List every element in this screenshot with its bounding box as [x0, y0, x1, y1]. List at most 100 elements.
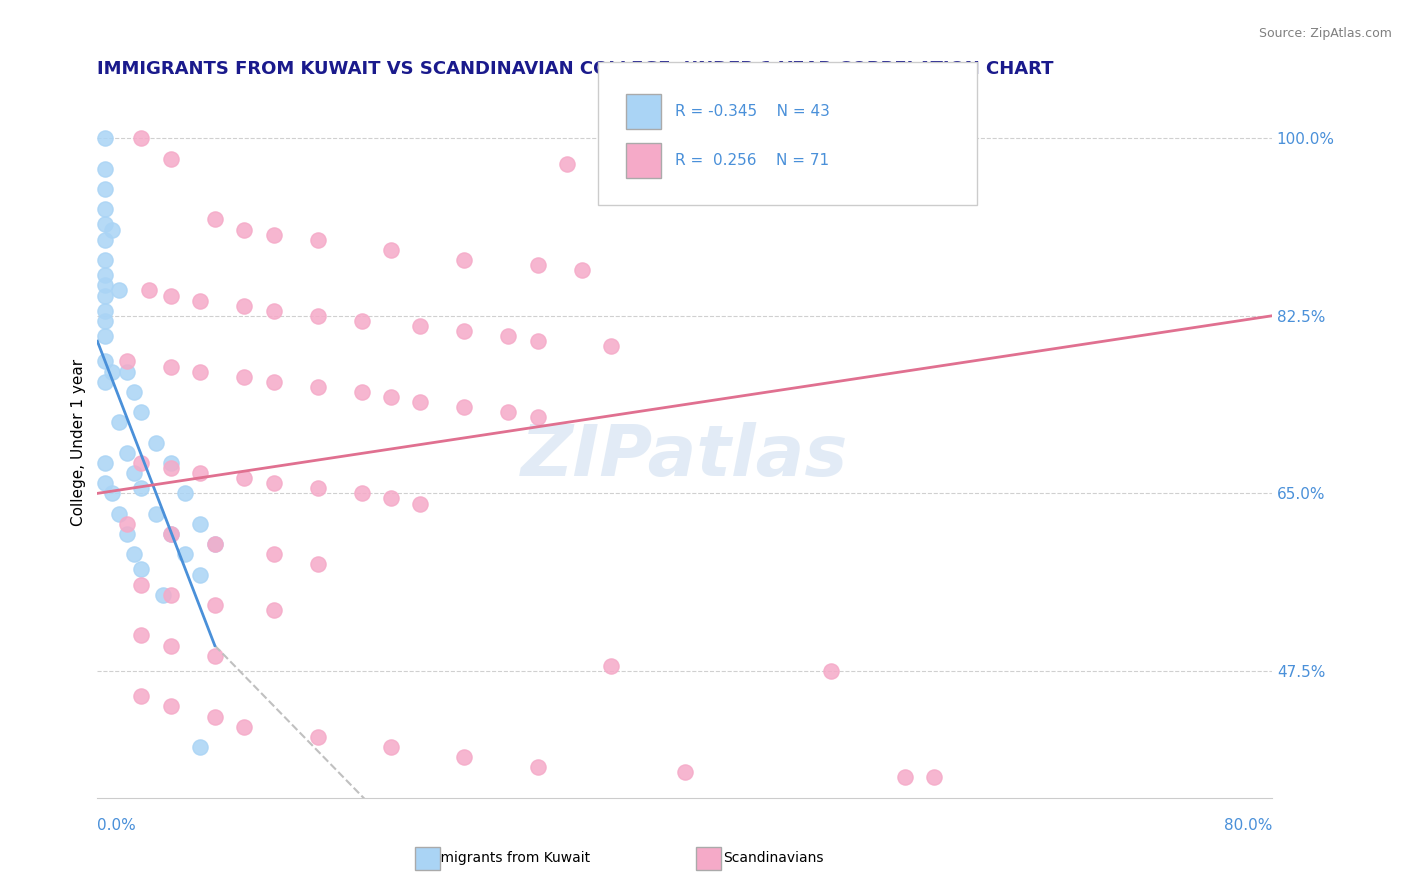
Point: [131, 456, 153, 470]
Point: [204, 537, 226, 551]
Point: [380, 739, 402, 754]
Point: [263, 375, 285, 389]
Point: [453, 750, 475, 764]
Point: [204, 709, 226, 723]
Point: [409, 318, 432, 333]
Point: [93, 476, 115, 491]
Point: [138, 284, 160, 298]
Point: [93, 354, 115, 368]
Point: [122, 547, 145, 561]
Text: 80.0%: 80.0%: [1223, 818, 1272, 833]
Point: [263, 227, 285, 242]
Point: [131, 481, 153, 495]
Point: [498, 405, 520, 419]
Point: [131, 562, 153, 576]
Point: [115, 527, 138, 541]
Point: [204, 648, 226, 663]
Point: [93, 288, 115, 302]
Point: [600, 658, 623, 673]
Point: [159, 152, 181, 166]
Point: [188, 567, 211, 582]
Point: [131, 690, 153, 704]
Point: [307, 481, 329, 495]
Point: [93, 233, 115, 247]
Point: [233, 369, 256, 384]
Point: [159, 639, 181, 653]
Point: [307, 233, 329, 247]
Point: [115, 365, 138, 379]
Point: [350, 486, 373, 500]
Point: [188, 466, 211, 480]
Text: R =  0.256    N = 71: R = 0.256 N = 71: [675, 153, 830, 168]
Point: [159, 456, 181, 470]
Point: [263, 547, 285, 561]
Point: [204, 537, 226, 551]
Point: [93, 131, 115, 145]
Point: [108, 507, 131, 521]
Point: [93, 218, 115, 232]
Text: IMMIGRANTS FROM KUWAIT VS SCANDINAVIAN COLLEGE, UNDER 1 YEAR CORRELATION CHART: IMMIGRANTS FROM KUWAIT VS SCANDINAVIAN C…: [97, 60, 1054, 78]
Point: [145, 507, 167, 521]
Point: [93, 161, 115, 176]
Point: [453, 400, 475, 414]
Point: [673, 765, 696, 780]
Point: [204, 598, 226, 612]
Point: [108, 284, 131, 298]
Point: [233, 720, 256, 734]
Point: [174, 486, 197, 500]
Point: [820, 664, 842, 678]
Point: [93, 278, 115, 293]
Point: [93, 268, 115, 283]
Point: [527, 760, 550, 774]
Point: [93, 182, 115, 196]
Text: Scandinavians: Scandinavians: [723, 851, 824, 865]
Point: [233, 471, 256, 485]
Point: [108, 415, 131, 429]
Point: [894, 771, 917, 785]
Point: [145, 435, 167, 450]
Point: [93, 252, 115, 267]
Point: [527, 410, 550, 425]
Point: [555, 156, 578, 170]
Text: Immigrants from Kuwait: Immigrants from Kuwait: [423, 851, 589, 865]
Y-axis label: College, Under 1 year: College, Under 1 year: [72, 359, 86, 526]
Point: [101, 222, 124, 236]
Point: [93, 375, 115, 389]
Point: [159, 288, 181, 302]
Point: [131, 577, 153, 591]
Point: [159, 699, 181, 714]
Text: R = -0.345    N = 43: R = -0.345 N = 43: [675, 104, 830, 119]
Point: [307, 558, 329, 572]
Point: [453, 324, 475, 338]
Point: [307, 380, 329, 394]
Point: [380, 390, 402, 404]
Point: [233, 299, 256, 313]
Point: [115, 516, 138, 531]
Point: [233, 222, 256, 236]
Point: [571, 263, 593, 277]
Point: [131, 405, 153, 419]
Point: [600, 339, 623, 353]
Point: [93, 456, 115, 470]
Point: [122, 384, 145, 399]
Point: [453, 252, 475, 267]
Point: [101, 486, 124, 500]
Point: [159, 461, 181, 475]
Text: ZIPatlas: ZIPatlas: [522, 422, 848, 491]
Text: 0.0%: 0.0%: [97, 818, 136, 833]
Point: [131, 628, 153, 642]
Point: [263, 603, 285, 617]
Point: [188, 293, 211, 308]
Point: [174, 547, 197, 561]
Point: [152, 588, 174, 602]
Point: [263, 303, 285, 318]
Point: [409, 395, 432, 409]
Point: [188, 365, 211, 379]
Point: [93, 314, 115, 328]
Point: [188, 739, 211, 754]
Point: [93, 202, 115, 217]
Point: [122, 466, 145, 480]
Point: [350, 314, 373, 328]
Point: [188, 516, 211, 531]
Point: [204, 212, 226, 227]
